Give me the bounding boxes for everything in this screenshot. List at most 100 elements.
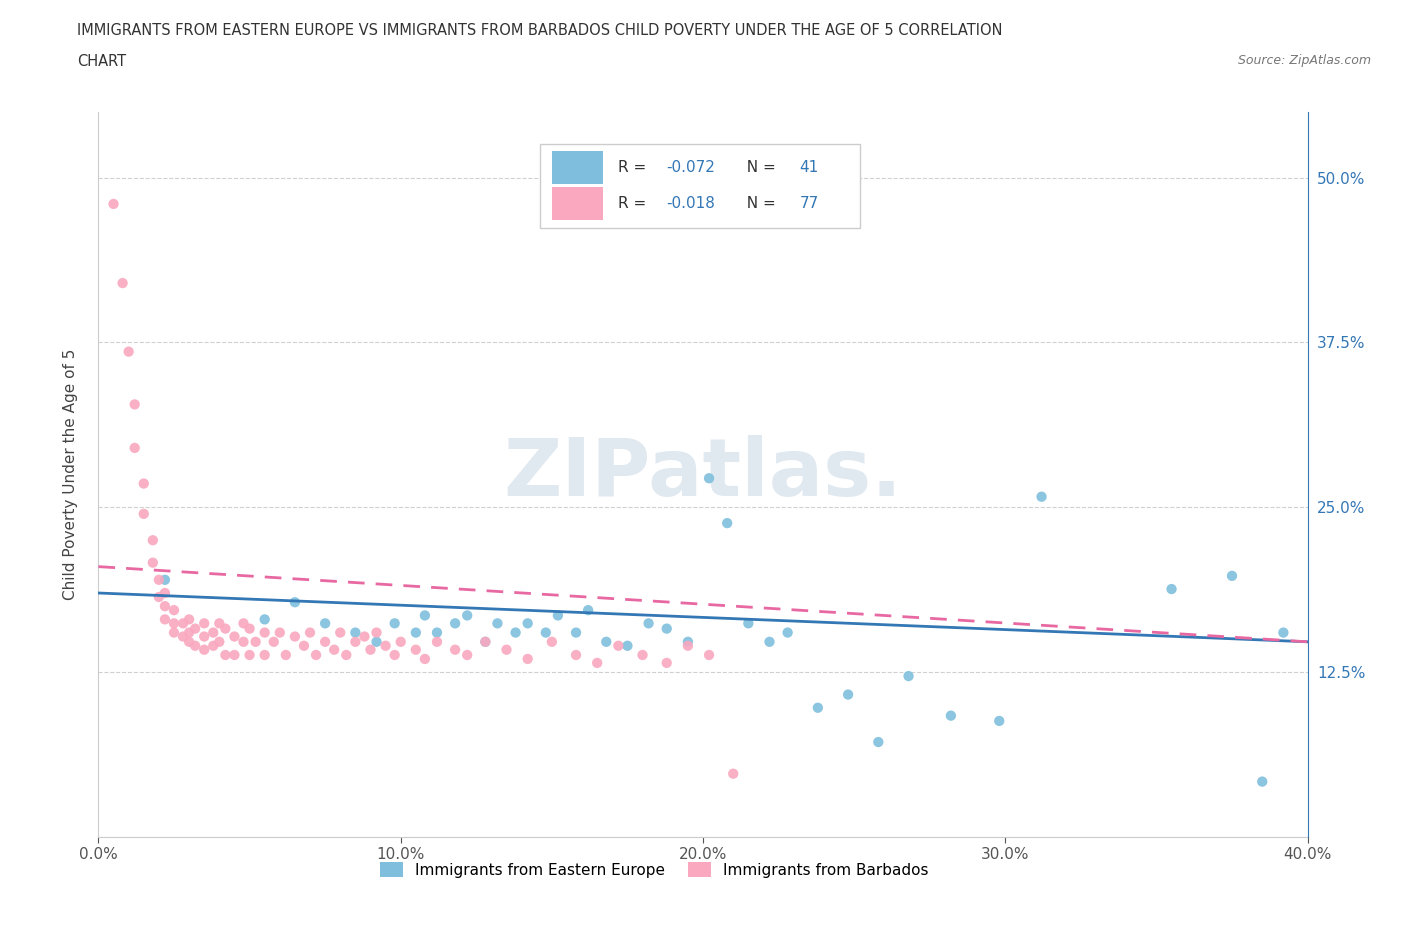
Point [193, 643, 215, 658]
Point [163, 603, 186, 618]
Point [132, 476, 155, 491]
Point [214, 647, 236, 662]
Point [540, 634, 562, 649]
Point [232, 634, 254, 649]
Point [565, 625, 588, 640]
Point [413, 652, 436, 667]
Text: IMMIGRANTS FROM EASTERN EUROPE VS IMMIGRANTS FROM BARBADOS CHILD POVERTY UNDER T: IMMIGRANTS FROM EASTERN EUROPE VS IMMIGR… [77, 23, 1002, 38]
Point [456, 608, 478, 623]
Point [344, 625, 367, 640]
Point [179, 612, 201, 627]
Point [305, 647, 328, 662]
Text: R =: R = [619, 196, 651, 211]
Point [737, 616, 759, 631]
Point [153, 599, 176, 614]
Point [103, 196, 125, 211]
Point [868, 735, 890, 750]
Point [474, 634, 496, 649]
Point [676, 638, 699, 653]
Point [444, 643, 467, 658]
Point [344, 634, 367, 649]
Point [314, 634, 336, 649]
Y-axis label: Child Poverty Under the Age of 5: Child Poverty Under the Age of 5 [63, 349, 77, 600]
Point [1220, 568, 1243, 583]
FancyBboxPatch shape [551, 151, 603, 184]
Point [516, 616, 538, 631]
Point [413, 608, 436, 623]
Point [486, 616, 509, 631]
Point [586, 656, 609, 671]
Point [184, 621, 207, 636]
Point [208, 634, 231, 649]
Point [474, 634, 496, 649]
Point [405, 625, 427, 640]
Point [142, 555, 165, 570]
Text: Source: ZipAtlas.com: Source: ZipAtlas.com [1237, 54, 1371, 67]
Point [148, 572, 170, 587]
Point [939, 709, 962, 724]
Point [323, 643, 346, 658]
Text: N =: N = [737, 196, 780, 211]
Point [124, 397, 146, 412]
Point [214, 621, 236, 636]
Point [208, 616, 231, 631]
Point [329, 625, 352, 640]
Point [655, 621, 678, 636]
Point [172, 629, 194, 644]
Point [153, 612, 176, 627]
Point [124, 441, 146, 456]
Point [776, 625, 799, 640]
Point [366, 634, 388, 649]
Point [153, 586, 176, 601]
Point [807, 700, 830, 715]
Point [284, 595, 307, 610]
Text: CHART: CHART [77, 54, 127, 69]
Point [184, 638, 207, 653]
Point [284, 629, 307, 644]
Point [353, 629, 375, 644]
Point [111, 275, 134, 290]
Point [179, 625, 201, 640]
Point [239, 647, 262, 662]
Point [253, 625, 276, 640]
Point [269, 625, 291, 640]
Point [495, 643, 517, 658]
Point [299, 625, 322, 640]
Point [405, 643, 427, 658]
Point [232, 616, 254, 631]
FancyBboxPatch shape [551, 187, 603, 220]
Point [153, 572, 176, 587]
Point [637, 616, 659, 631]
Point [1031, 489, 1053, 504]
Point [1272, 625, 1295, 640]
Point [1160, 581, 1182, 596]
Point [516, 652, 538, 667]
Point [335, 647, 357, 662]
Point [253, 647, 276, 662]
Point [565, 647, 588, 662]
Text: N =: N = [737, 160, 780, 175]
Point [163, 616, 186, 631]
Point [534, 625, 557, 640]
Point [837, 687, 859, 702]
Point [456, 647, 478, 662]
Point [142, 533, 165, 548]
Point [193, 616, 215, 631]
Point [576, 603, 599, 618]
Point [172, 616, 194, 631]
Point [655, 656, 678, 671]
Legend: Immigrants from Eastern Europe, Immigrants from Barbados: Immigrants from Eastern Europe, Immigran… [374, 856, 935, 884]
Text: 77: 77 [800, 196, 818, 211]
Point [193, 629, 215, 644]
Point [202, 625, 225, 640]
Point [389, 634, 412, 649]
Point [607, 638, 630, 653]
Point [274, 647, 297, 662]
Point [758, 634, 780, 649]
Point [444, 616, 467, 631]
Point [224, 629, 246, 644]
Point [163, 625, 186, 640]
Point [697, 471, 720, 485]
Point [988, 713, 1011, 728]
Point [148, 590, 170, 604]
